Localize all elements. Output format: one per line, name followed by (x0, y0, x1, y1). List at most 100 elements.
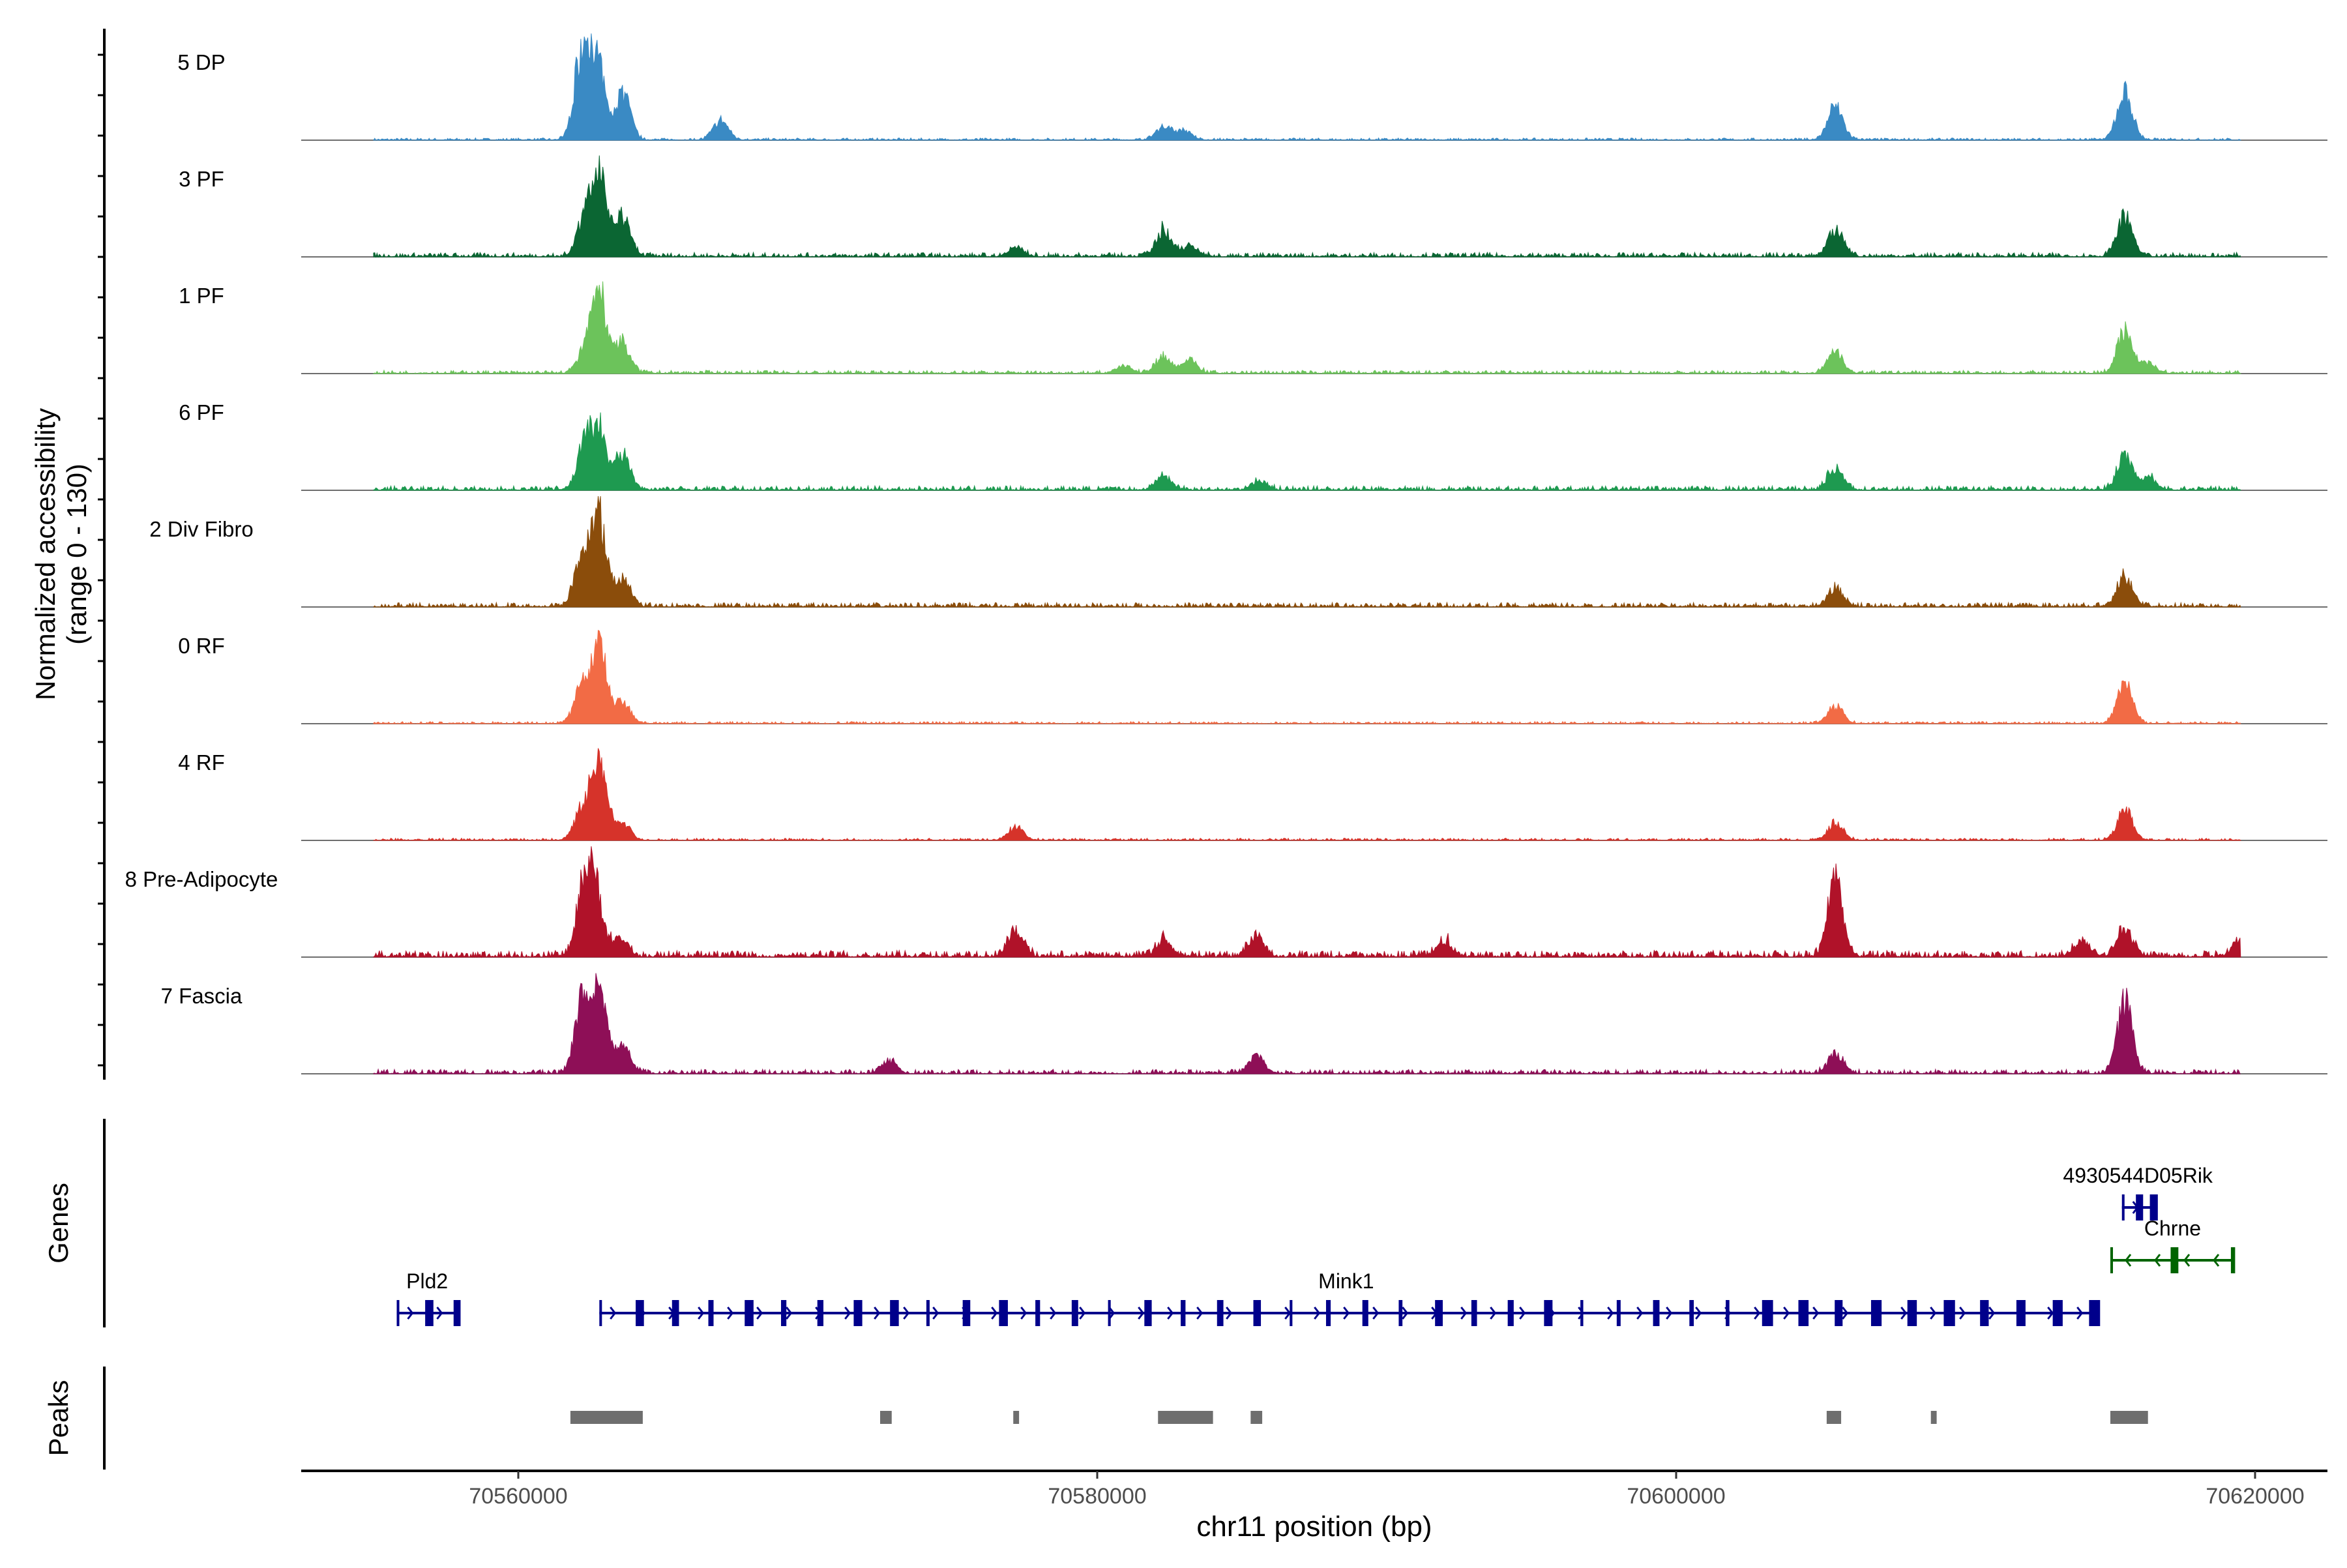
track-7: 4 RF (178, 748, 2327, 841)
peak-region (1013, 1411, 1020, 1424)
exon (2110, 1247, 2114, 1273)
track-2: 3 PF (179, 155, 2327, 258)
x-tick-label: 70580000 (1048, 1484, 1146, 1509)
gene-label: Pld2 (406, 1269, 448, 1293)
track-8: 8 Pre-Adipocyte (125, 846, 2327, 958)
strand-arrow (1842, 1307, 1849, 1320)
strand-arrow (1666, 1307, 1673, 1320)
track-4: 6 PF (179, 400, 2327, 492)
track-5: 2 Div Fibro (149, 496, 2327, 608)
exon (1943, 1300, 1955, 1326)
strand-arrow (1020, 1307, 1027, 1320)
track-1: 5 DP (177, 33, 2327, 141)
track-9: 7 Fascia (161, 973, 2327, 1075)
coverage-area (373, 412, 2241, 492)
strand-arrow (2047, 1307, 2054, 1320)
exon (708, 1300, 714, 1326)
exon (962, 1300, 971, 1326)
exon (599, 1300, 602, 1326)
coverage-area (373, 629, 2241, 725)
exon (2149, 1194, 2158, 1220)
strand-arrow (1812, 1307, 1820, 1320)
exon (425, 1300, 434, 1326)
strand-arrow (844, 1307, 851, 1320)
exon (2230, 1247, 2236, 1273)
exon (1616, 1300, 1621, 1326)
track-label: 2 Div Fibro (149, 517, 254, 541)
exon (396, 1300, 400, 1326)
exon (2170, 1247, 2179, 1273)
coverage-area (372, 281, 2242, 375)
exon (1653, 1300, 1660, 1326)
track-label: 7 Fascia (161, 984, 243, 1008)
strand-arrow (2213, 1254, 2220, 1267)
exon (1435, 1300, 1443, 1326)
exon (453, 1300, 461, 1326)
exon (1035, 1300, 1041, 1326)
x-axis-label: chr11 position (bp) (1196, 1511, 1432, 1543)
exon (1507, 1300, 1514, 1326)
strand-arrow (1988, 1307, 1996, 1320)
strand-arrow (1314, 1307, 1321, 1320)
strand-arrow (1636, 1307, 1644, 1320)
peak-region (1158, 1411, 1213, 1424)
peak-region (570, 1411, 643, 1424)
strand-arrow (932, 1307, 939, 1320)
strand-arrow (786, 1307, 793, 1320)
strand-arrow (756, 1307, 763, 1320)
exon (1544, 1300, 1553, 1326)
track-label: 6 PF (179, 400, 224, 424)
exon (1726, 1300, 1730, 1326)
exon (926, 1300, 930, 1326)
exon (1362, 1300, 1368, 1326)
peak-region (1930, 1411, 1937, 1424)
exon (1689, 1300, 1694, 1326)
coverage-area (373, 496, 2241, 608)
exon (1835, 1300, 1843, 1326)
exon (1870, 1300, 1882, 1326)
peak-region (1250, 1411, 1263, 1424)
strand-arrow (610, 1307, 617, 1320)
strand-arrow (1050, 1307, 1057, 1320)
strand-arrow (1959, 1307, 1966, 1320)
x-tick-label: 70600000 (1627, 1484, 1725, 1509)
exon (1980, 1300, 1989, 1326)
strand-arrow (1695, 1307, 1702, 1320)
exon (1798, 1300, 1809, 1326)
strand-arrow (991, 1307, 998, 1320)
exon (780, 1300, 787, 1326)
strand-arrow (1372, 1307, 1380, 1320)
coverage-y-ticks (98, 53, 104, 1067)
exon (636, 1300, 644, 1326)
strand-arrow (1079, 1307, 1086, 1320)
strand-arrow (2076, 1307, 2084, 1320)
strand-arrow (1607, 1307, 1614, 1320)
coverage-tracks: 5 DP 3 PF 1 PF 6 PF 2 Div Fibro 0 RF 4 RF 8 Pre… (125, 33, 2327, 1075)
exon (1762, 1300, 1773, 1326)
exon (2121, 1194, 2125, 1220)
gene-4930544d05rik: 4930544D05Rik (2063, 1164, 2213, 1220)
strand-arrow (1196, 1307, 1203, 1320)
peak-regions (570, 1411, 2148, 1424)
exon (1181, 1300, 1186, 1326)
exon (2016, 1300, 2026, 1326)
gene-label: 4930544D05Rik (2063, 1164, 2213, 1187)
exon (999, 1300, 1008, 1326)
exon (2089, 1300, 2101, 1326)
genes-panel-label: Genes (43, 1183, 74, 1264)
track-label: 3 PF (179, 167, 224, 191)
x-tick-label: 70560000 (469, 1484, 567, 1509)
gene-chrne: Chrne (2110, 1217, 2236, 1273)
strand-arrow (1460, 1307, 1468, 1320)
x-tick-label: 70620000 (2206, 1484, 2304, 1509)
exon (1907, 1300, 1917, 1326)
track-label: 4 RF (178, 750, 225, 775)
peak-region (1826, 1411, 1842, 1424)
strand-arrow (698, 1307, 705, 1320)
strand-arrow (1167, 1307, 1174, 1320)
strand-arrow (1519, 1307, 1526, 1320)
strand-arrow (407, 1307, 414, 1320)
strand-arrow (2125, 1254, 2132, 1267)
